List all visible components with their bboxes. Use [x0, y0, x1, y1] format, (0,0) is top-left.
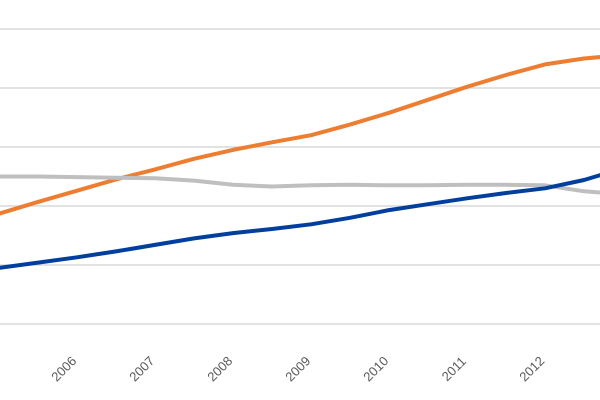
x-tick-label: 2006	[48, 353, 79, 384]
x-tick-label: 2012	[516, 353, 547, 384]
x-tick-label: 2009	[282, 353, 313, 384]
series-line-1	[0, 55, 600, 216]
x-tick-labels: 2006 2007 2008 2009 2010 2011 2012	[48, 353, 547, 384]
series-lines	[0, 55, 600, 270]
gridlines	[0, 28, 600, 266]
x-tick-label: 2011	[439, 354, 469, 384]
series-line-3	[0, 173, 600, 270]
x-tick-label: 2007	[126, 353, 157, 384]
x-tick-label: 2008	[204, 353, 235, 384]
x-tick-label: 2010	[360, 353, 391, 384]
series-line-2	[0, 174, 600, 195]
